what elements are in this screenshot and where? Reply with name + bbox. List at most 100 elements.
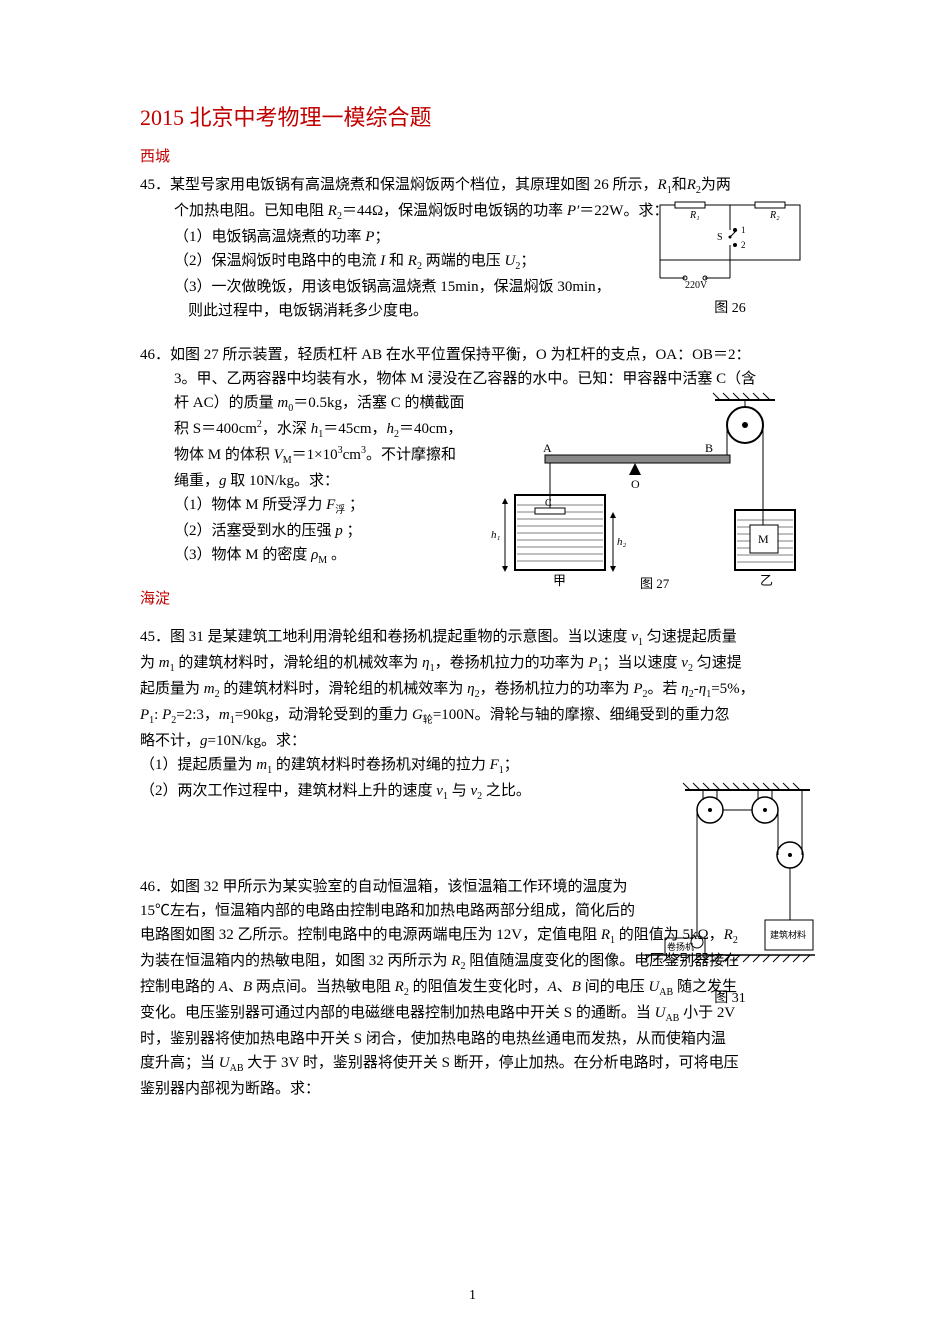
var-uab: U: [648, 979, 659, 995]
text: 鉴别器内部视为断路。求：: [140, 1081, 320, 1097]
text: ＝40cm，: [399, 421, 462, 437]
label-o: O: [631, 477, 640, 491]
text: 大于 3V 时，鉴别器将使开关 S 断开，停止加热。在分析电路时，可将电压: [244, 1055, 739, 1071]
var-r2: R: [687, 177, 696, 193]
text: 度升高；当: [140, 1055, 219, 1071]
var-eta2: η: [681, 681, 688, 697]
q3b: 则此过程中，电饭锅消耗多少度电。: [188, 303, 428, 319]
text: 、: [557, 979, 572, 995]
text: 的阻值为 5kΩ，: [615, 927, 724, 943]
var-g: g: [219, 473, 227, 489]
var-uab: U: [655, 1005, 666, 1021]
label-b: B: [705, 441, 713, 455]
label-a: A: [543, 441, 552, 455]
text: 起质量为: [140, 681, 204, 697]
text: 的建筑材料时，滑轮组的机械效率为: [175, 655, 423, 671]
figure-26-label: 图 26: [655, 298, 805, 320]
text: 与: [448, 783, 471, 799]
sub: AB: [230, 1063, 244, 1074]
text: 3。甲、乙两容器中均装有水，物体 M 浸没在乙容器的水中。已知：甲容器中活塞 C…: [174, 371, 756, 387]
text: ；: [520, 253, 535, 269]
text: ，卷扬机拉力的功率为: [480, 681, 634, 697]
text: 如图 27 所示装置，轻质杠杆 AB 在水平位置保持平衡，O 为杠杆的支点，OA…: [170, 347, 750, 363]
text: 时，鉴别器将使加热电路中开关 S 闭合，使加热电路的电热丝通电而发热，从而使箱内…: [140, 1031, 726, 1047]
text: 匀速提: [693, 655, 742, 671]
var-glun: G: [412, 707, 423, 723]
var-p1: P: [588, 655, 597, 671]
var-r2: R: [724, 927, 733, 943]
text: 取 10N/kg。求：: [227, 473, 340, 489]
text: 两端的电压: [422, 253, 505, 269]
var-a: A: [548, 979, 557, 995]
label-c: C: [545, 498, 552, 509]
text: 图 31 是某建筑工地利用滑轮组和卷扬机提起重物的示意图。当以速度: [170, 629, 631, 645]
var-m0: m: [277, 395, 288, 411]
text: ；当以速度: [603, 655, 682, 671]
text: ＝45cm，: [323, 421, 386, 437]
var-u2: U: [504, 253, 515, 269]
text: 为: [140, 655, 159, 671]
label-s: S: [717, 232, 723, 243]
text: ；: [343, 523, 362, 539]
var-r2: R: [408, 253, 417, 269]
text: 。: [327, 547, 346, 563]
var-eta1: η: [422, 655, 429, 671]
text: 略不计，: [140, 733, 200, 749]
var-r2: R: [328, 203, 337, 219]
sub: 2: [733, 935, 738, 946]
var-r1: R: [658, 177, 667, 193]
label-r2: R₂: [769, 210, 780, 221]
text: =2:3，: [176, 707, 219, 723]
var-m1: m: [256, 757, 267, 773]
text: ；: [345, 497, 364, 513]
var-eta2: η: [467, 681, 474, 697]
q1: （1）电饭锅高温烧煮的功率: [174, 229, 365, 245]
text: ＝1×10: [292, 447, 338, 463]
text: ＝44Ω，保温焖饭时电饭锅的功率: [342, 203, 567, 219]
var-m2: m: [204, 681, 215, 697]
text: 小于 2V: [679, 1005, 735, 1021]
label-1: 1: [741, 225, 746, 235]
problem-number: 46．: [140, 347, 170, 363]
text: 阻值随温度变化的图像。电压鉴别器接在: [465, 953, 739, 969]
text: =90kg，动滑轮受到的重力: [235, 707, 412, 723]
var-p2: P: [162, 707, 171, 723]
problem-number: 45．: [140, 629, 170, 645]
q1a: （1）提起质量为: [140, 757, 256, 773]
figure-27-label: 图 27: [640, 576, 670, 590]
q3: （3）物体 M 的密度: [174, 547, 311, 563]
var-b: B: [572, 979, 581, 995]
page-number: 1: [0, 1285, 945, 1307]
text: 和: [672, 177, 687, 193]
text: ＝0.5kg，活塞 C 的横截面: [293, 395, 464, 411]
text: 两点间。当热敏电阻: [252, 979, 395, 995]
label-yi: 乙: [760, 573, 773, 588]
text: 和: [385, 253, 408, 269]
sub: 浮: [335, 505, 345, 516]
district-haidian: 海淀: [140, 587, 805, 611]
var-v1: v: [436, 783, 443, 799]
var-h2: h: [387, 421, 395, 437]
haidian-problem-45: 45．图 31 是某建筑工地利用滑轮组和卷扬机提起重物的示意图。当以速度 v1 …: [140, 625, 805, 805]
sub: 轮: [423, 715, 433, 726]
var-p2: P: [633, 681, 642, 697]
text: ；: [374, 229, 389, 245]
label-jia: 甲: [553, 573, 566, 588]
var-ffu: F: [326, 497, 335, 513]
q2: （2）活塞受到水的压强: [174, 523, 335, 539]
text: 间的电压: [581, 979, 649, 995]
text: 15℃左右，恒温箱内部的电路由控制电路和加热电路两部分组成，简化后的: [140, 903, 635, 919]
text: 某型号家用电饭锅有高温烧煮和保温焖饭两个档位，其原理如图 26 所示，: [170, 177, 658, 193]
q2: （2）保温焖饭时电路中的电流: [174, 253, 380, 269]
problem-number: 45．: [140, 177, 170, 193]
text: ，卷扬机拉力的功率为: [435, 655, 589, 671]
var-m1: m: [219, 707, 230, 723]
q2a: （2）两次工作过程中，建筑材料上升的速度: [140, 783, 436, 799]
text: 的建筑材料时，滑轮组的机械效率为: [220, 681, 468, 697]
text: 积 S＝400cm: [174, 421, 257, 437]
text: 的建筑材料时卷扬机对绳的拉力: [272, 757, 490, 773]
sub: AB: [659, 987, 673, 998]
text: 。不计摩擦和: [366, 447, 456, 463]
text: 的阻值发生变化时，: [409, 979, 548, 995]
label-h2: h₂: [617, 536, 627, 548]
